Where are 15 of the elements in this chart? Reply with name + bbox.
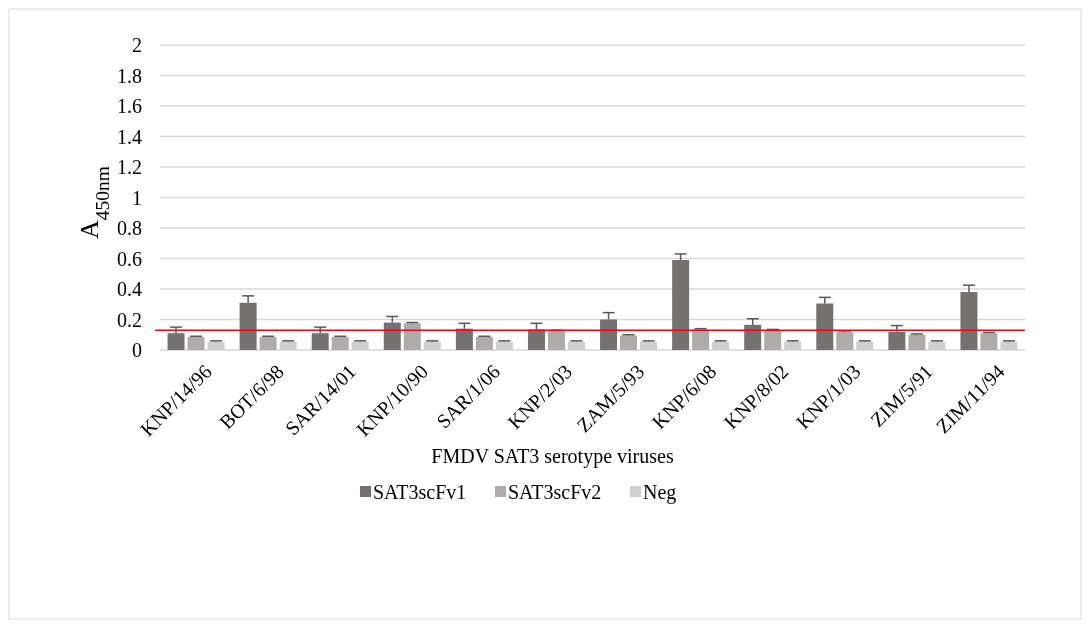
y-tick-label: 1.6	[117, 95, 142, 117]
y-tick-label: 0.6	[117, 247, 142, 270]
y-tick-label: 1	[132, 186, 142, 209]
y-tick-label: 1.2	[117, 156, 142, 178]
y-tick-label: 0	[132, 339, 142, 361]
y-tick-label: 2	[132, 34, 142, 56]
legend-label: Neg	[643, 481, 677, 504]
x-axis-title: FMDV SAT3 serotype viruses	[431, 445, 674, 468]
y-tick-label: 0.2	[117, 308, 142, 331]
y-tick-label: 1.4	[117, 125, 142, 148]
legend-label: SAT3scFv2	[508, 481, 602, 503]
y-tick-label: 0.4	[117, 278, 142, 300]
legend-label: SAT3scFv1	[373, 481, 467, 503]
y-tick-label: 0.8	[117, 217, 142, 239]
y-tick-label: 1.8	[117, 64, 142, 87]
